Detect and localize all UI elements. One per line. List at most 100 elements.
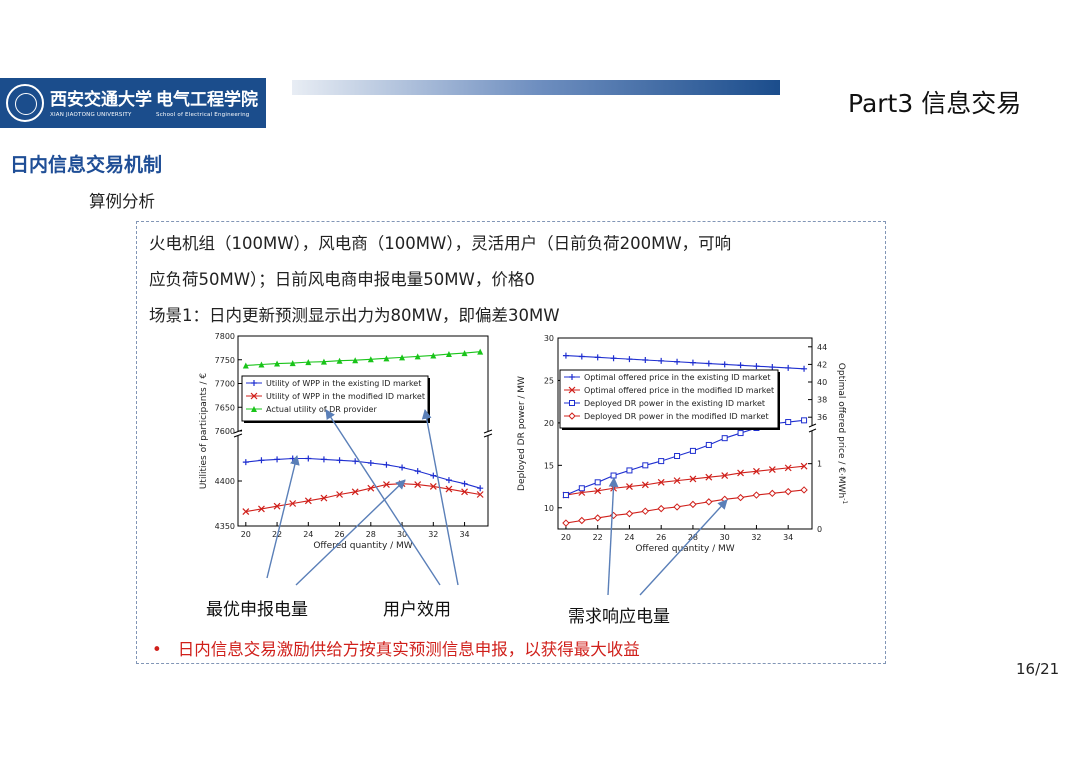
y-tick-label: 4350 — [215, 522, 235, 531]
data-point — [289, 500, 297, 507]
description-line-3: 场景1：日内更新预测显示出力为80MW，即偏差30MW — [149, 306, 560, 325]
arrow-user-utility-2 — [421, 409, 459, 586]
data-point — [562, 492, 569, 499]
x-axis-label: Offered quantity / MW — [313, 541, 412, 551]
data-point — [768, 466, 776, 474]
y2-tick-label: 38 — [817, 396, 827, 405]
description-line-2: 应负荷50MW）；日前风电商申报电量50MW，价格0 — [149, 270, 535, 289]
data-point — [352, 357, 359, 364]
data-point — [414, 353, 421, 360]
x-tick-label: 26 — [656, 533, 666, 542]
data-point — [641, 481, 649, 489]
data-point — [721, 435, 728, 442]
bullet-dot-icon: • — [152, 640, 162, 659]
data-point — [769, 364, 776, 371]
data-point — [594, 479, 601, 486]
conclusion-text: 日内信息交易激励供给方按真实预测信息申报，以获得最大收益 — [177, 640, 640, 659]
x-tick-label: 26 — [334, 530, 344, 539]
x-tick-label: 34 — [783, 533, 793, 542]
data-point — [674, 452, 681, 459]
series-markers — [242, 348, 484, 369]
data-point — [476, 491, 484, 498]
data-point — [673, 477, 681, 485]
data-point — [578, 353, 585, 360]
data-point — [626, 483, 633, 490]
data-point — [784, 487, 792, 496]
arrow-optimal-bid-2 — [295, 479, 406, 586]
x-tick-label: 34 — [459, 530, 469, 539]
data-point — [383, 461, 390, 468]
y2-axis-label-exponent: -1 — [841, 498, 848, 504]
arrow-dr-1 — [607, 477, 619, 596]
data-point — [752, 491, 761, 499]
y-tick-label: 30 — [544, 334, 554, 343]
data-point — [737, 469, 744, 477]
data-point — [658, 458, 665, 465]
data-point — [336, 457, 343, 464]
data-point — [594, 354, 601, 361]
legend-label: Deployed DR power in the existing ID mar… — [584, 399, 765, 408]
x-tick-label: 28 — [366, 530, 376, 539]
data-point — [705, 473, 713, 481]
page-number: 16/21 — [1016, 660, 1060, 678]
data-point — [784, 464, 792, 472]
arrow-optimal-bid-1 — [266, 455, 300, 579]
data-point — [258, 505, 265, 513]
subtitle: 算例分析 — [89, 192, 155, 211]
x-tick-label: 30 — [720, 533, 730, 542]
data-point — [305, 455, 312, 462]
data-point — [657, 504, 665, 513]
data-point — [305, 359, 312, 366]
data-point — [594, 487, 602, 495]
data-point — [367, 460, 374, 466]
y-tick-label: 7600 — [215, 427, 235, 436]
data-point — [801, 417, 808, 424]
data-point — [351, 488, 359, 496]
data-point — [336, 357, 343, 364]
series-line — [245, 457, 481, 489]
data-point — [785, 419, 792, 426]
y2-tick-label: 36 — [817, 413, 827, 422]
data-point — [673, 503, 681, 511]
x-tick-label: 24 — [624, 533, 634, 542]
data-point — [383, 481, 390, 489]
axis-break-gap — [234, 431, 492, 436]
series-line — [565, 489, 805, 524]
legend-label: Optimal offered price in the existing ID… — [584, 373, 771, 382]
data-point — [242, 508, 250, 516]
data-point — [658, 357, 665, 364]
data-point — [430, 472, 437, 479]
data-point — [320, 358, 327, 365]
legend-marker — [568, 386, 576, 394]
data-point — [801, 365, 808, 372]
data-point — [367, 356, 374, 363]
x-axis-label: Offered quantity / MW — [635, 544, 734, 554]
data-point — [477, 348, 484, 355]
y-axis-label: Deployed DR power / MW — [517, 376, 527, 491]
data-point — [642, 357, 649, 363]
data-point — [477, 485, 484, 492]
data-point — [367, 484, 375, 492]
plot-area — [233, 335, 493, 527]
arrow-user-utility-1 — [325, 409, 441, 586]
data-point — [578, 485, 585, 492]
data-point — [625, 510, 634, 518]
data-point — [274, 456, 281, 463]
y-tick-label: 7650 — [215, 403, 235, 412]
data-point — [320, 456, 327, 463]
data-point — [785, 364, 792, 371]
y2-tick-label: 44 — [817, 343, 827, 352]
y-tick-label: 20 — [544, 419, 554, 428]
data-point — [445, 485, 453, 493]
data-point — [414, 481, 422, 489]
data-point — [689, 500, 697, 509]
section-title: 日内信息交易机制 — [10, 154, 163, 176]
chart-legend: Utility of WPP in the existing ID market… — [241, 375, 430, 423]
callout-dr-quantity: 需求响应电量 — [568, 607, 670, 627]
data-point — [626, 356, 633, 363]
y2-tick-label: 40 — [817, 378, 827, 387]
data-point — [721, 361, 728, 368]
data-point — [461, 350, 468, 357]
data-point — [352, 458, 359, 465]
